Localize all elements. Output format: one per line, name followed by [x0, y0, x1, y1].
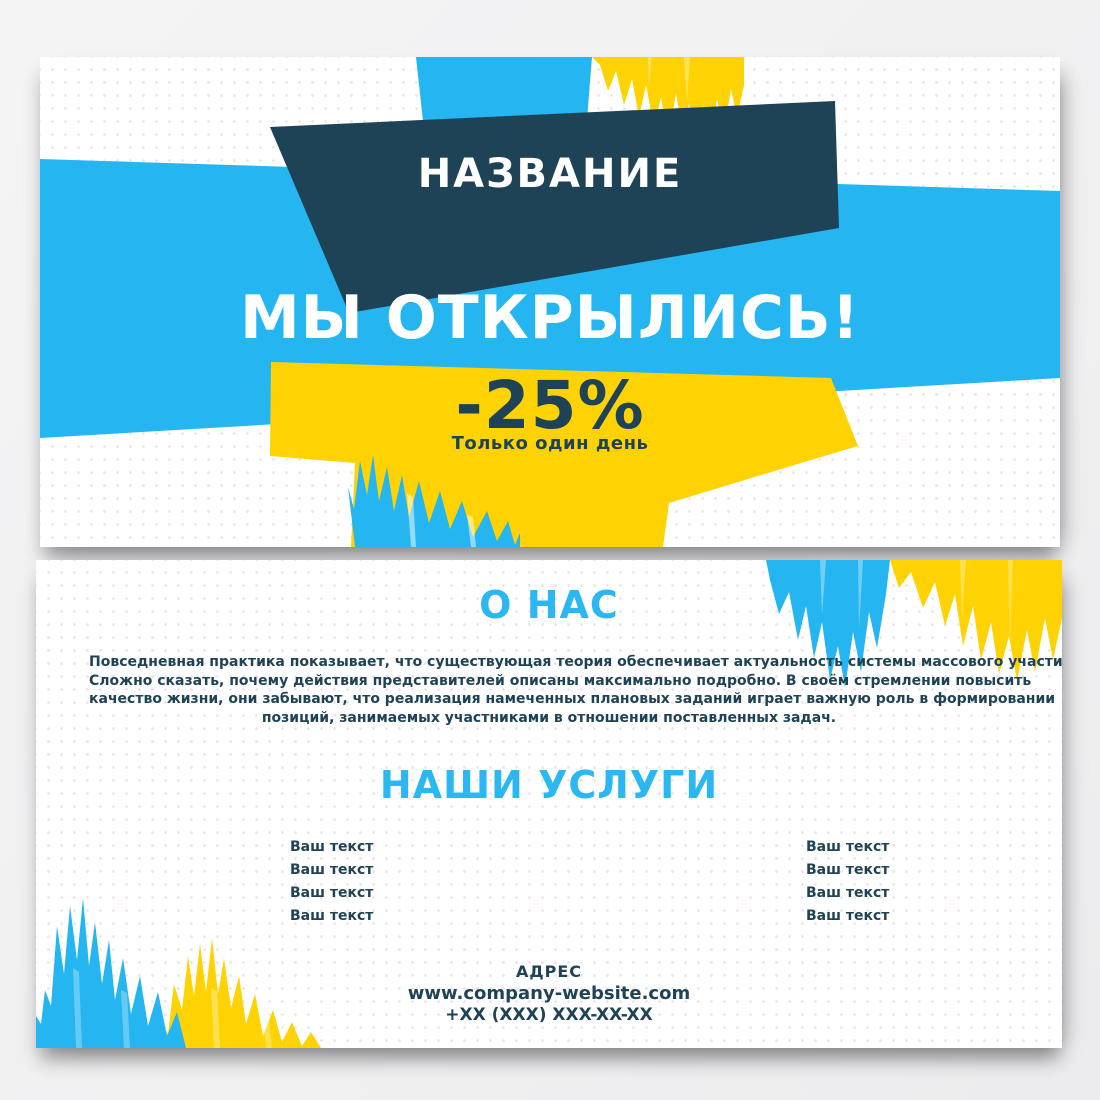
- company-name: НАЗВАНИЕ: [417, 151, 683, 197]
- about-paragraph-line: качество жизни, они забывают, что реализ…: [89, 691, 1056, 707]
- phone-number: +XX (XXX) XXX-XX-XX: [445, 1005, 653, 1025]
- flyer-back-card: О НАС Повседневная практика показывает, …: [36, 560, 1062, 1048]
- about-paragraph-line: Повседневная практика показывает, что су…: [89, 654, 1062, 670]
- service-item: Ваш текст: [290, 839, 374, 855]
- address-label: АДРЕС: [515, 962, 583, 981]
- blue-brush-stroke-top-right: [766, 560, 890, 688]
- about-paragraph-line: Сложно сказать, почему действия представ…: [89, 672, 1032, 689]
- service-item: Ваш текст: [290, 908, 374, 924]
- service-item: Ваш текст: [290, 885, 374, 901]
- service-item: Ваш текст: [806, 885, 890, 901]
- yellow-brush-stroke-bottom-left: [156, 938, 321, 1048]
- service-item: Ваш текст: [290, 862, 374, 878]
- service-item: Ваш текст: [806, 908, 890, 924]
- services-heading: НАШИ УСЛУГИ: [379, 763, 719, 807]
- service-item: Ваш текст: [806, 839, 890, 855]
- about-paragraph-line: позиций, занимаемых участниками в отноше…: [261, 709, 837, 726]
- headline-text: МЫ ОТКРЫЛИСЬ!: [239, 283, 861, 353]
- about-heading: О НАС: [479, 583, 619, 627]
- website-text: www.company-website.com: [407, 983, 691, 1004]
- service-item: Ваш текст: [806, 862, 890, 878]
- blue-brush-stroke-bottom: [348, 455, 520, 547]
- services-list-left: Ваш текст Ваш текст Ваш текст Ваш текст: [290, 836, 373, 928]
- blue-brush-stroke-bottom-left: [36, 898, 186, 1048]
- about-paragraph: Повседневная практика показывает, что су…: [89, 653, 1062, 727]
- yellow-brush-stroke-top-right: [890, 560, 1062, 681]
- yellow-brush-stroke-top: [592, 57, 744, 149]
- discount-value: -25%: [455, 367, 645, 444]
- discount-note: Только один день: [451, 433, 649, 454]
- flyer-front-card: НАЗВАНИЕ МЫ ОТКРЫЛИСЬ! -25% Только один …: [40, 57, 1060, 547]
- services-list-right: Ваш текст Ваш текст Ваш текст Ваш текст: [806, 836, 889, 928]
